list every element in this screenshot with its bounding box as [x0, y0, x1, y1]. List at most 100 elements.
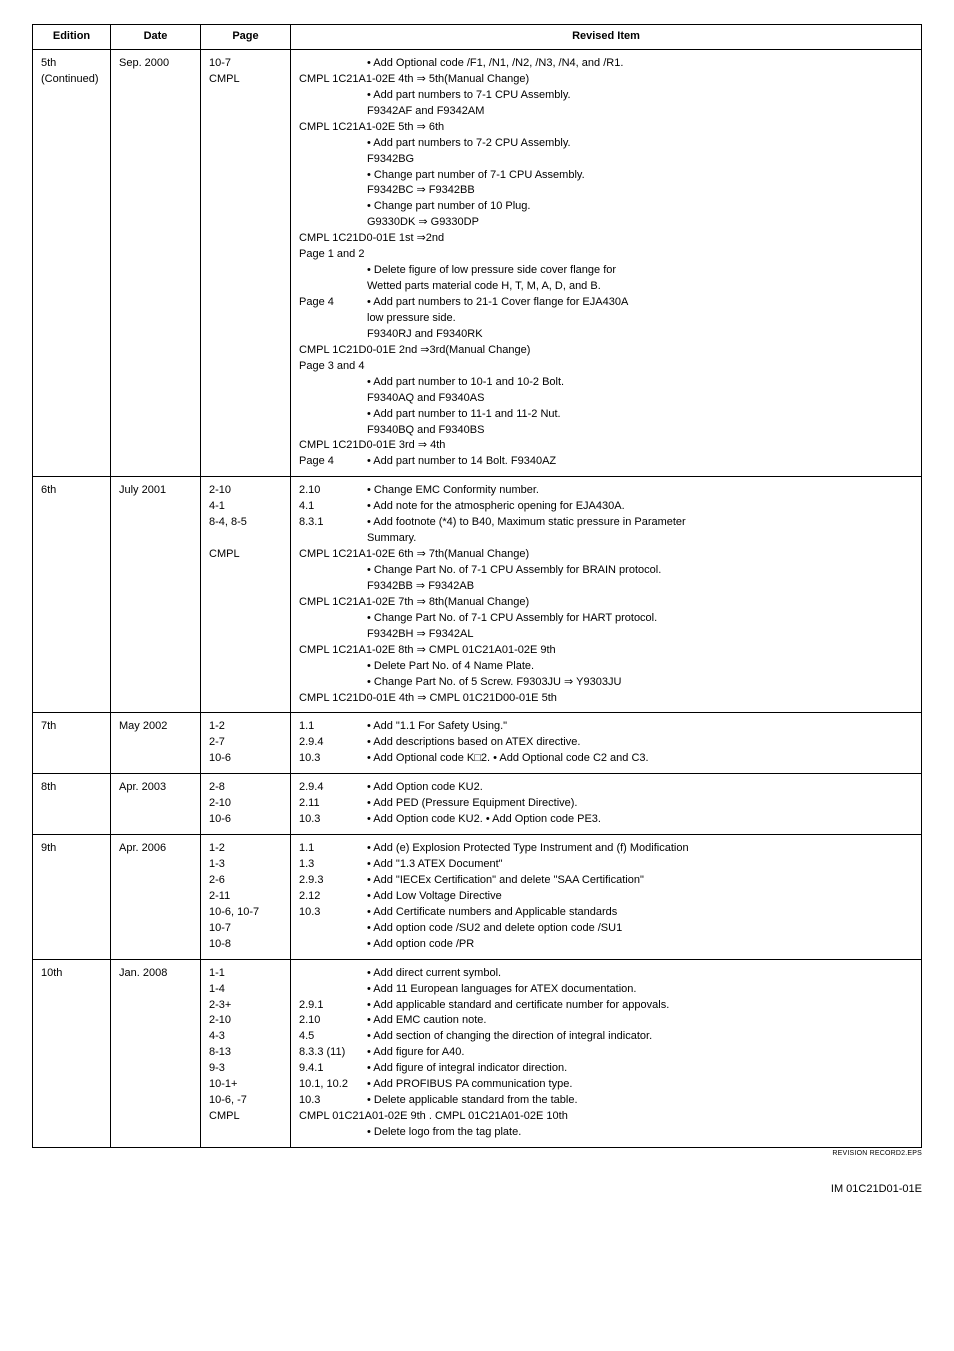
rev-text: • Add Low Voltage Directive — [367, 889, 913, 905]
rev-text: • Add (e) Explosion Protected Type Instr… — [367, 841, 913, 857]
cell-edition: 6th — [33, 477, 111, 713]
rev-text: F9342BB ⇒ F9342AB — [299, 579, 474, 595]
rev-line: • Add part numbers to 7-2 CPU Assembly. — [299, 136, 913, 152]
rev-text: • Delete figure of low pressure side cov… — [299, 263, 616, 279]
rev-text: Wetted parts material code H, T, M, A, D… — [299, 279, 601, 295]
rev-line: • Change Part No. of 7-1 CPU Assembly fo… — [299, 611, 913, 627]
rev-text: CMPL 1C21D0-01E 2nd ⇒3rd(Manual Change) — [299, 343, 530, 359]
cell-date: May 2002 — [111, 713, 201, 774]
rev-line: 8.3.3 (11)• Add figure for A40. — [299, 1045, 913, 1061]
rev-line: • Change Part No. of 7-1 CPU Assembly fo… — [299, 563, 913, 579]
rev-ref: 8.3.3 (11) — [299, 1045, 367, 1061]
rev-line: 2.9.4• Add Option code KU2. — [299, 780, 913, 796]
rev-text: CMPL 1C21D0-01E 1st ⇒2nd — [299, 231, 444, 247]
rev-line: CMPL 1C21D0-01E 2nd ⇒3rd(Manual Change) — [299, 343, 913, 359]
table-row: 6thJuly 20012-104-18-4, 8-5CMPL2.10• Cha… — [33, 477, 922, 713]
col-edition: Edition — [33, 25, 111, 50]
rev-text: Page 1 and 2 — [299, 247, 364, 263]
rev-line: • Add part number to 11-1 and 11-2 Nut. — [299, 407, 913, 423]
rev-text: • Add Optional code /F1, /N1, /N2, /N3, … — [299, 56, 623, 72]
rev-text: low pressure side. — [299, 311, 456, 327]
cell-revised: 2.9.4• Add Option code KU2.2.11• Add PED… — [291, 774, 922, 835]
rev-line: F9342BB ⇒ F9342AB — [299, 579, 913, 595]
rev-line: 10.3• Add Optional code K□2. • Add Optio… — [299, 751, 913, 767]
rev-line: 1.1• Add "1.1 For Safety Using." — [299, 719, 913, 735]
rev-text: F9342BH ⇒ F9342AL — [299, 627, 473, 643]
rev-line: • Add 11 European languages for ATEX doc… — [299, 982, 913, 998]
rev-line: CMPL 1C21D0-01E 4th ⇒ CMPL 01C21D00-01E … — [299, 691, 913, 707]
rev-line: • Add option code /SU2 and delete option… — [299, 921, 913, 937]
rev-text: G9330DK ⇒ G9330DP — [299, 215, 479, 231]
cell-date: July 2001 — [111, 477, 201, 713]
rev-ref: 10.3 — [299, 751, 367, 767]
rev-line: 2.9.4• Add descriptions based on ATEX di… — [299, 735, 913, 751]
rev-text: • Add Optional code K□2. • Add Optional … — [367, 751, 913, 767]
rev-ref: 4.1 — [299, 499, 367, 515]
cell-page: 1-22-710-6 — [201, 713, 291, 774]
rev-text: F9340AQ and F9340AS — [299, 391, 484, 407]
rev-text: • Add descriptions based on ATEX directi… — [367, 735, 913, 751]
rev-line: F9342AF and F9342AM — [299, 104, 913, 120]
rev-text: • Delete Part No. of 4 Name Plate. — [299, 659, 534, 675]
cell-edition: 7th — [33, 713, 111, 774]
rev-line: 1.3• Add "1.3 ATEX Document" — [299, 857, 913, 873]
rev-text: • Add applicable standard and certificat… — [367, 998, 913, 1014]
rev-line: 2.11• Add PED (Pressure Equipment Direct… — [299, 796, 913, 812]
cell-page: 2-82-1010-6 — [201, 774, 291, 835]
rev-ref: 2.11 — [299, 796, 367, 812]
rev-text: • Add direct current symbol. — [299, 966, 501, 982]
cell-page: 2-104-18-4, 8-5CMPL — [201, 477, 291, 713]
rev-line: F9342BC ⇒ F9342BB — [299, 183, 913, 199]
rev-ref: 2.10 — [299, 483, 367, 499]
rev-line: Wetted parts material code H, T, M, A, D… — [299, 279, 913, 295]
cell-revised: • Add direct current symbol.• Add 11 Eur… — [291, 959, 922, 1147]
rev-line: • Delete Part No. of 4 Name Plate. — [299, 659, 913, 675]
rev-text: • Change part number of 10 Plug. — [299, 199, 530, 215]
rev-ref: 2.10 — [299, 1013, 367, 1029]
cell-edition: 10th — [33, 959, 111, 1147]
rev-line: F9342BH ⇒ F9342AL — [299, 627, 913, 643]
cell-date: Apr. 2006 — [111, 835, 201, 960]
rev-ref: 2.9.3 — [299, 873, 367, 889]
rev-line: CMPL 1C21A1-02E 5th ⇒ 6th — [299, 120, 913, 136]
rev-text: CMPL 1C21A1-02E 6th ⇒ 7th(Manual Change) — [299, 547, 529, 563]
cell-revised: 1.1• Add (e) Explosion Protected Type In… — [291, 835, 922, 960]
rev-line: • Change part number of 7-1 CPU Assembly… — [299, 168, 913, 184]
rev-text: • Add PROFIBUS PA communication type. — [367, 1077, 913, 1093]
rev-text: • Change Part No. of 7-1 CPU Assembly fo… — [299, 611, 657, 627]
cell-date: Jan. 2008 — [111, 959, 201, 1147]
rev-line: CMPL 01C21A01-02E 9th . CMPL 01C21A01-02… — [299, 1109, 913, 1125]
rev-line: 2.10• Change EMC Conformity number. — [299, 483, 913, 499]
rev-text: CMPL 1C21D0-01E 3rd ⇒ 4th — [299, 438, 445, 454]
cell-date: Sep. 2000 — [111, 49, 201, 476]
rev-text: F9342BC ⇒ F9342BB — [299, 183, 475, 199]
rev-text: • Add "1.1 For Safety Using." — [367, 719, 913, 735]
rev-line: CMPL 1C21A1-02E 8th ⇒ CMPL 01C21A01-02E … — [299, 643, 913, 659]
rev-text: • Add Certificate numbers and Applicable… — [367, 905, 913, 921]
cell-revised: 2.10• Change EMC Conformity number.4.1• … — [291, 477, 922, 713]
rev-line: Page 1 and 2 — [299, 247, 913, 263]
rev-text: • Add figure of integral indicator direc… — [367, 1061, 913, 1077]
rev-text: • Add Option code KU2. • Add Option code… — [367, 812, 913, 828]
cell-revised: • Add Optional code /F1, /N1, /N2, /N3, … — [291, 49, 922, 476]
rev-line: Page 3 and 4 — [299, 359, 913, 375]
rev-text: • Add option code /PR — [299, 937, 474, 953]
table-header-row: Edition Date Page Revised Item — [33, 25, 922, 50]
rev-line: 1.1• Add (e) Explosion Protected Type In… — [299, 841, 913, 857]
rev-text: • Add option code /SU2 and delete option… — [299, 921, 622, 937]
rev-text: • Add PED (Pressure Equipment Directive)… — [367, 796, 913, 812]
cell-edition: 8th — [33, 774, 111, 835]
rev-line: 2.12• Add Low Voltage Directive — [299, 889, 913, 905]
col-page: Page — [201, 25, 291, 50]
cell-edition: 9th — [33, 835, 111, 960]
table-row: 7thMay 20021-22-710-6 1.1• Add "1.1 For S… — [33, 713, 922, 774]
rev-text: • Add figure for A40. — [367, 1045, 913, 1061]
rev-ref: Page 4 — [299, 295, 367, 311]
rev-line: 4.1• Add note for the atmospheric openin… — [299, 499, 913, 515]
rev-text: • Add part numbers to 7-2 CPU Assembly. — [299, 136, 571, 152]
rev-line: CMPL 1C21A1-02E 4th ⇒ 5th(Manual Change) — [299, 72, 913, 88]
rev-text: • Add Option code KU2. — [367, 780, 913, 796]
rev-line: • Change Part No. of 5 Screw. F9303JU ⇒ … — [299, 675, 913, 691]
rev-line: • Change part number of 10 Plug. — [299, 199, 913, 215]
rev-ref: 8.3.1 — [299, 515, 367, 531]
